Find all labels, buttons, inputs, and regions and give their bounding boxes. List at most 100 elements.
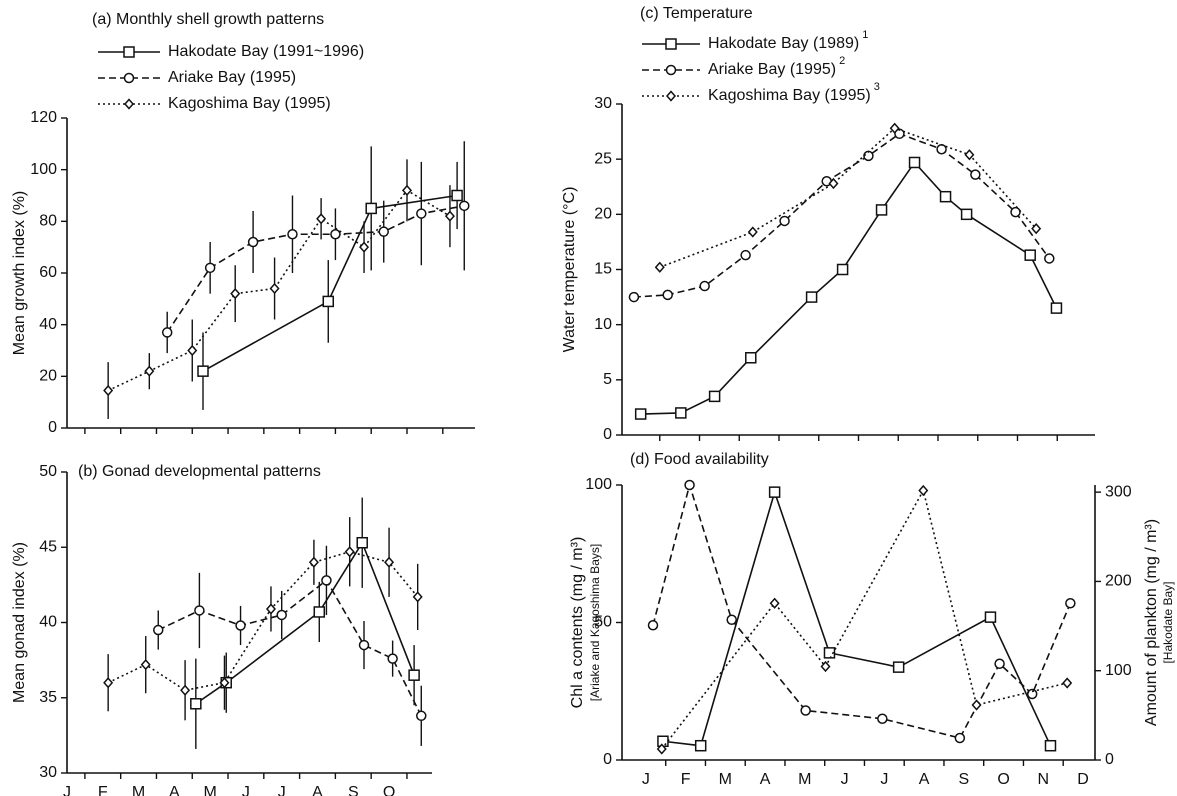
y2-tick-label: 300	[1105, 483, 1132, 500]
marker-circle	[459, 200, 470, 212]
y-axis-label: Water temperature (°C)	[561, 187, 578, 353]
marker-circle	[647, 620, 659, 631]
y-tick-label: 0	[48, 419, 57, 436]
marker-square	[745, 352, 757, 364]
series-line	[166, 205, 465, 333]
legend-label: Kagoshima Bay (1995)	[168, 95, 331, 112]
y-tick-label: 20	[594, 206, 612, 223]
marker-square	[665, 38, 677, 50]
y2-axis-label: Amount of plankton (mg / m³)	[1143, 519, 1160, 726]
panel-title: (a) Monthly shell growth patterns	[92, 11, 324, 28]
marker-circle	[330, 229, 341, 240]
y2-tick-label: 0	[1105, 751, 1114, 768]
y-tick-label: 60	[39, 264, 57, 281]
x-tick-label: N	[1038, 771, 1050, 788]
legend-note: 2	[839, 55, 845, 67]
marker-circle	[321, 575, 332, 586]
marker-diamond	[1031, 223, 1042, 235]
marker-diamond	[964, 149, 975, 161]
legend-label: Hakodate Bay (1991~1996)	[168, 43, 364, 60]
marker-circle	[416, 208, 427, 219]
marker-circle	[123, 72, 135, 84]
marker-circle	[1044, 253, 1055, 264]
marker-diamond	[344, 546, 355, 558]
marker-square	[939, 190, 952, 203]
marker-circle	[276, 609, 287, 621]
y-tick-label: 45	[39, 538, 57, 555]
y-tick-label: 15	[594, 261, 612, 278]
x-tick-label: O	[383, 784, 395, 796]
legend-note: 3	[874, 81, 880, 93]
x-tick-label: J	[880, 771, 888, 788]
series-line	[633, 132, 1050, 298]
y-tick-label: 30	[39, 764, 57, 781]
marker-circle	[194, 605, 205, 616]
panel-title: (b) Gonad developmental patterns	[78, 463, 321, 480]
x-tick-label: O	[997, 771, 1009, 788]
x-tick-label: S	[958, 771, 969, 788]
marker-circle	[662, 289, 673, 301]
marker-square	[892, 661, 905, 673]
legend-name: Kagoshima Bay (1995)	[168, 95, 331, 112]
legend-label: Ariake Bay (1995)2	[708, 55, 845, 78]
marker-circle	[779, 215, 790, 227]
x-tick-label: A	[312, 784, 323, 796]
x-tick-label: D	[1077, 771, 1089, 788]
x-tick-label: F	[681, 771, 691, 788]
marker-diamond	[654, 261, 665, 273]
marker-circle	[358, 639, 370, 651]
marker-circle	[800, 705, 811, 716]
marker-diamond	[103, 384, 114, 397]
legend-label: Kagoshima Bay (1995)3	[708, 81, 880, 104]
series-line	[659, 127, 1037, 269]
marker-square	[1024, 249, 1036, 261]
marker-diamond	[144, 365, 155, 377]
marker-diamond	[412, 591, 423, 603]
legend-label: Ariake Bay (1995)	[168, 69, 296, 86]
marker-square	[984, 611, 997, 623]
marker-diamond	[123, 98, 135, 110]
marker-diamond	[665, 90, 677, 102]
marker-diamond	[889, 122, 900, 134]
legend-name: Hakodate Bay (1989)	[708, 35, 859, 52]
x-tick-label: J	[278, 784, 286, 796]
marker-circle	[161, 327, 173, 338]
legend-name: Ariake Bay (1995)	[708, 61, 836, 78]
marker-diamond	[401, 184, 413, 196]
y-axis-label: Mean growth index (%)	[11, 191, 28, 356]
marker-diamond	[1062, 677, 1073, 689]
series-line	[107, 550, 419, 692]
x-tick-label: M	[719, 771, 732, 788]
marker-circle	[1010, 206, 1021, 218]
marker-circle	[740, 249, 751, 261]
marker-square	[451, 189, 463, 202]
marker-circle	[1026, 688, 1038, 700]
marker-diamond	[308, 556, 319, 568]
y-tick-label: 80	[39, 213, 57, 230]
series-line	[661, 488, 1068, 750]
legend-note: 1	[862, 29, 868, 41]
marker-circle	[153, 624, 164, 636]
marker-circle	[877, 713, 888, 724]
marker-circle	[247, 236, 259, 248]
marker-circle	[1065, 598, 1076, 609]
x-tick-label: A	[760, 771, 771, 788]
x-tick-label: F	[98, 784, 108, 796]
marker-circle	[936, 143, 947, 155]
y-axis-label: Chl a contents (mg / m³)	[569, 537, 586, 709]
legend-name: Hakodate Bay (1991~1996)	[168, 43, 364, 60]
marker-diamond	[747, 226, 758, 238]
marker-circle	[954, 732, 966, 744]
marker-circle	[684, 479, 695, 491]
marker-circle	[994, 658, 1005, 669]
y-tick-label: 40	[39, 316, 57, 333]
marker-circle	[287, 229, 298, 240]
marker-square	[908, 156, 921, 169]
y-tick-label: 5	[603, 371, 612, 388]
y-tick-label: 35	[39, 689, 57, 706]
marker-square	[197, 365, 209, 377]
x-tick-label: S	[348, 784, 359, 796]
marker-diamond	[918, 484, 929, 497]
y2-axis-note: [Hakodate Bay]	[1161, 581, 1175, 663]
y-tick-label: 0	[603, 751, 612, 768]
